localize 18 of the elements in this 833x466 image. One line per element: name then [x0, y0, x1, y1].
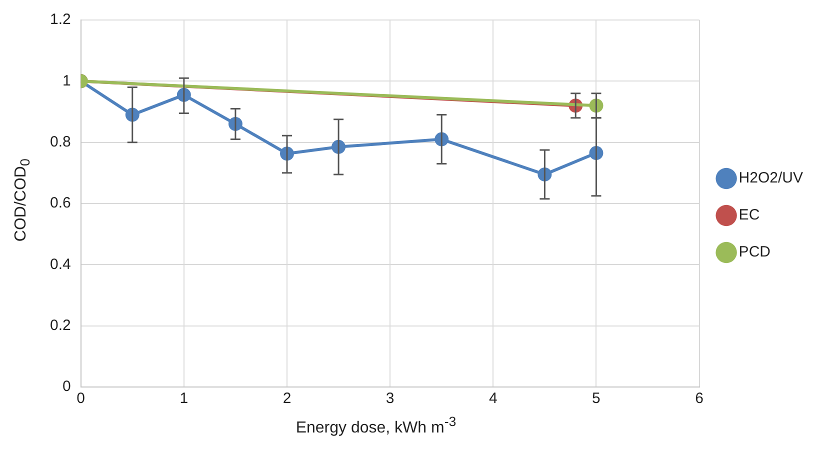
y-tick-label: 0.6: [50, 194, 71, 212]
y-tick-label: 1.2: [50, 11, 71, 28]
x-tick-label: 1: [180, 390, 188, 408]
y-tick-label: 0: [62, 378, 71, 396]
legend-label: EC: [738, 206, 760, 224]
x-tick-label: 0: [76, 390, 86, 408]
x-tick-label: 3: [386, 390, 394, 408]
legend-label: H2O2/UV: [738, 170, 804, 187]
x-tick-label: 4: [488, 390, 498, 408]
x-tick-label: 5: [592, 390, 600, 408]
legend-label: PCD: [738, 244, 771, 261]
x-tick-label: 6: [695, 390, 704, 408]
y-tick-label: 0.4: [50, 256, 71, 273]
y-tick-label: 0.8: [50, 133, 71, 150]
x-axis-title: Energy dose, kWh m$^{-3}$: [296, 414, 456, 438]
x-tick-label: 2: [282, 390, 292, 408]
y-tick-label: 1: [62, 72, 71, 90]
y-tick-label: 0.2: [50, 316, 71, 334]
